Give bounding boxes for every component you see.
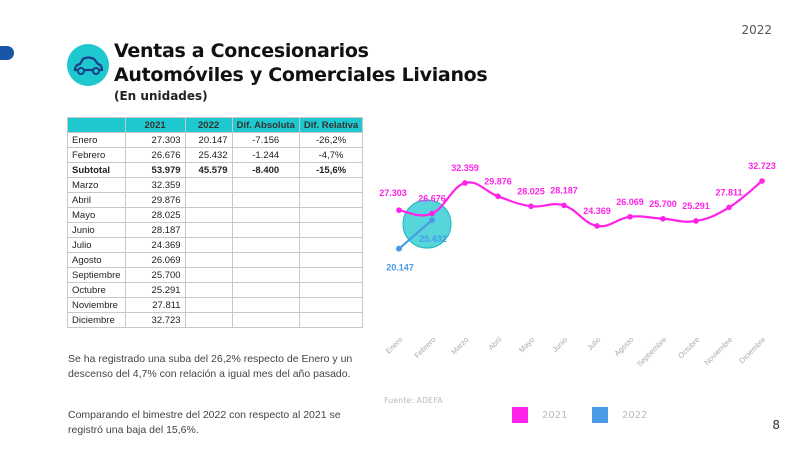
x-tick-label: Noviembre xyxy=(702,335,734,367)
table-row: Febrero 26.676 25.432 -1.244 -4,7% xyxy=(67,147,364,163)
data-label: 27.811 xyxy=(715,187,742,197)
table-row: Marzo 32.359 xyxy=(67,177,364,193)
sales-table: 2021 2022 Dif. Absoluta Dif. Relativa Enero 2… xyxy=(67,117,364,328)
column-header: Dif. Relativa xyxy=(298,117,364,133)
data-label: 32.723 xyxy=(748,161,776,171)
x-tick-label: Abril xyxy=(486,335,503,352)
x-tick-label: Mayo xyxy=(517,335,536,354)
note-paragraph-2: Comparando el bimestre del 2022 con resp… xyxy=(68,409,341,436)
series-line-2022 xyxy=(398,219,433,250)
page-number: 8 xyxy=(772,418,780,432)
data-label: 28.187 xyxy=(550,185,578,195)
legend-swatch-2021 xyxy=(512,407,528,423)
data-label: 25.700 xyxy=(649,199,677,209)
data-point xyxy=(726,204,732,211)
x-tick-label: Enero xyxy=(384,335,405,356)
data-label: 28.025 xyxy=(517,186,545,196)
data-point xyxy=(396,245,402,252)
data-point xyxy=(495,193,501,200)
legend-item-2022: 2022 xyxy=(592,407,647,423)
section-tab xyxy=(0,46,14,60)
data-label: 24.369 xyxy=(583,206,611,216)
data-point xyxy=(528,203,534,210)
x-tick-label: Febrero xyxy=(412,335,437,360)
column-header: 2021 xyxy=(124,117,186,133)
data-point xyxy=(396,207,402,213)
table-cell xyxy=(298,312,364,328)
data-label: 25.432 xyxy=(419,234,447,244)
page-subtitle: (En unidades) xyxy=(114,89,208,103)
x-tick-label: Diciembre xyxy=(737,335,767,365)
page-title: Ventas a Concesionarios xyxy=(114,40,369,62)
x-tick-label: Junio xyxy=(550,335,569,354)
data-label: 27.303 xyxy=(379,188,407,198)
x-tick-label: Octubre xyxy=(676,335,701,360)
year-label: 2022 xyxy=(741,23,772,37)
source-label: Fuente: ADEFA xyxy=(384,396,443,405)
car-icon xyxy=(67,44,109,86)
data-label: 20.147 xyxy=(386,263,414,273)
data-label: 32.359 xyxy=(451,163,479,173)
note-paragraph-1: Se ha registrado una suba del 26,2% resp… xyxy=(68,353,353,380)
data-label: 25.291 xyxy=(682,201,710,211)
series-line-2021 xyxy=(398,180,763,228)
data-point xyxy=(660,215,666,222)
column-header: Dif. Absoluta xyxy=(231,117,300,133)
x-tick-label: Agosto xyxy=(613,335,636,358)
data-point xyxy=(627,213,633,220)
data-point xyxy=(561,202,567,209)
data-point xyxy=(594,223,600,229)
legend-label: 2021 xyxy=(542,409,568,421)
data-point xyxy=(759,178,765,184)
legend-label: 2022 xyxy=(622,409,648,421)
x-tick-label: Julio xyxy=(585,335,602,352)
x-tick-label: Marzo xyxy=(449,335,470,356)
legend-swatch-2022 xyxy=(592,407,608,423)
legend-item-2021: 2021 xyxy=(512,407,567,423)
data-label: 26.676 xyxy=(418,194,446,204)
table-row: Diciembre 32.723 xyxy=(67,312,364,328)
page-title-line2: Automóviles y Comerciales Livianos xyxy=(114,64,488,86)
data-point xyxy=(693,218,699,224)
data-point xyxy=(462,180,468,186)
column-header xyxy=(67,117,126,133)
data-point xyxy=(429,217,435,224)
data-label: 26.069 xyxy=(616,197,644,207)
table-row: Subtotal 53.979 45.579 -8.400 -15,6% xyxy=(67,162,364,178)
data-point xyxy=(429,210,435,217)
data-label: 29.876 xyxy=(484,176,512,186)
x-tick-label: Septiembre xyxy=(635,335,668,368)
